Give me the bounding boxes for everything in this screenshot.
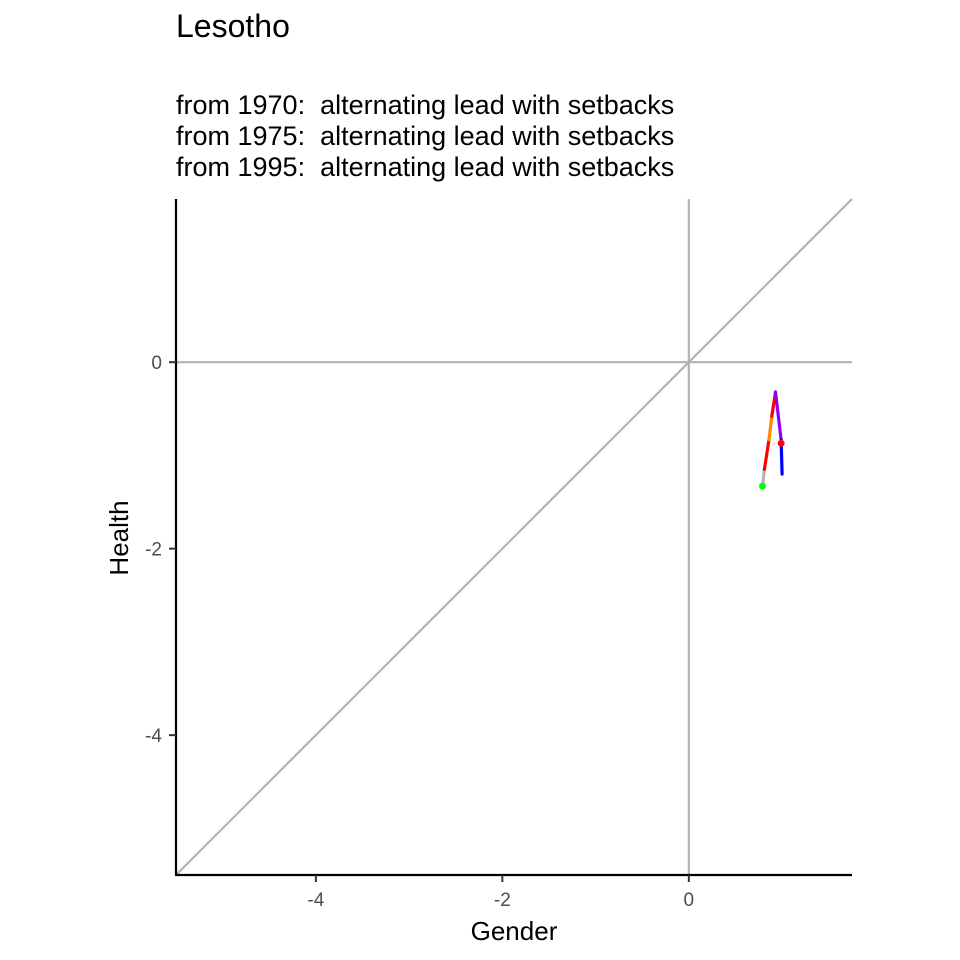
y-axis-title: Health [104, 500, 134, 575]
data-points [758, 439, 785, 490]
y-tick-label: -2 [145, 540, 162, 561]
x-tick-label: -4 [307, 890, 324, 911]
chart-title: Lesotho [176, 8, 290, 44]
y-tick-label: 0 [151, 353, 162, 374]
x-tick-label: -2 [494, 890, 511, 911]
series-segment-5 [773, 390, 783, 442]
data-series [760, 390, 784, 488]
y-tick-label: -4 [145, 726, 162, 747]
reference-line-diagonal [175, 198, 853, 876]
axes: -4 -2 0 0 -2 -4 [145, 199, 852, 911]
chart-subtitle-line-3: from 1995: alternating lead with setback… [176, 152, 675, 182]
end-point-marker [777, 439, 785, 447]
reference-lines [175, 198, 853, 876]
series-segment-3 [767, 414, 774, 442]
x-axis-title: Gender [471, 916, 558, 946]
chart-subtitle-line-2: from 1975: alternating lead with setback… [176, 121, 675, 151]
series-segment-2 [762, 438, 771, 471]
chart-subtitle-line-1: from 1970: alternating lead with setback… [176, 90, 675, 120]
start-point-marker [758, 482, 766, 490]
x-tick-label: 0 [684, 890, 695, 911]
